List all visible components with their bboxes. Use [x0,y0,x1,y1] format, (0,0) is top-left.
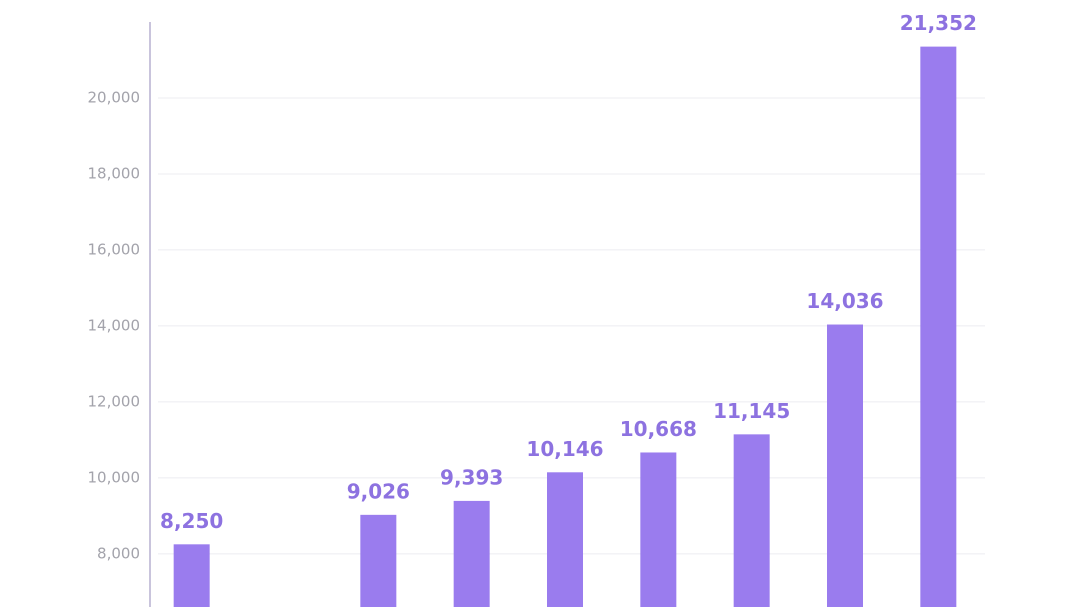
bar [827,324,863,607]
bar [360,514,397,607]
y-tick-label: 20,000 [88,88,141,106]
value-label: 8,250 [160,509,223,533]
value-label: 14,036 [806,289,883,313]
y-tick-label: 8,000 [97,544,140,562]
y-tick-label: 18,000 [88,164,141,182]
y-tick-label: 10,000 [88,468,141,486]
y-tick-label: 16,000 [88,240,141,258]
bar [173,544,210,607]
bar [640,452,677,607]
bar [453,500,490,607]
value-label: 21,352 [900,11,977,35]
y-tick-label: 14,000 [88,316,141,334]
value-label: 10,146 [526,437,603,461]
value-label: 9,026 [347,479,410,503]
value-label: 11,145 [713,399,790,423]
bar [733,434,770,607]
bar [547,472,583,607]
value-label: 10,668 [620,417,697,441]
value-label: 9,393 [440,465,503,489]
bar [920,46,957,607]
y-tick-label: 12,000 [88,392,141,410]
